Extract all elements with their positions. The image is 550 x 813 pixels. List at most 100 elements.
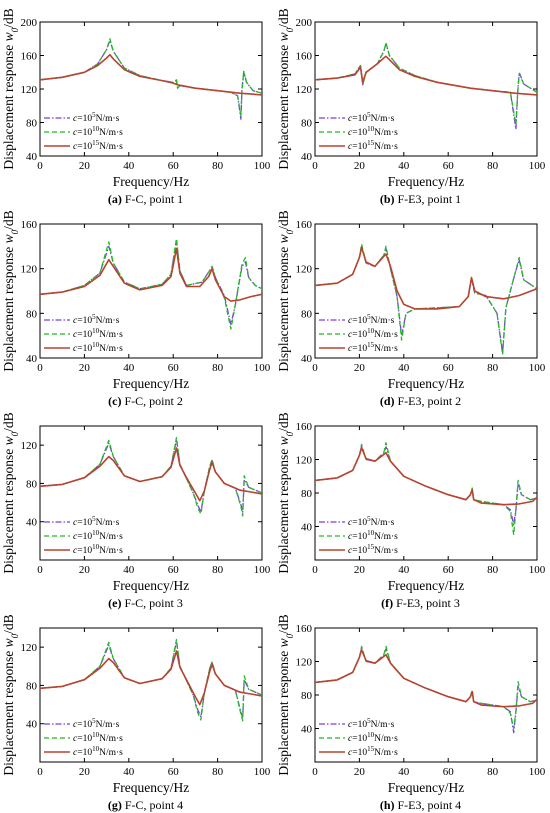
x-tick-label: 80 bbox=[212, 160, 224, 172]
y-tick-label: 120 bbox=[21, 642, 38, 654]
y-tick-label: 40 bbox=[301, 724, 313, 736]
panel-caption: (a) F-C, point 1 bbox=[8, 192, 283, 207]
legend-label: c=105N/m·s bbox=[348, 717, 395, 730]
legend-label: c=1010N/m·s bbox=[73, 125, 123, 138]
caption-text: F-E3, point 2 bbox=[397, 394, 462, 408]
x-tick-label: 20 bbox=[354, 160, 366, 172]
y-tick-label: 120 bbox=[296, 84, 313, 96]
chart-panel: 0 20 40 60 80 100 40 80 120 160 Displacement respo… bbox=[275, 404, 550, 610]
legend-label: c=1010N/m·s bbox=[348, 731, 398, 744]
chart-panel: 0 20 40 60 80 100 40 80 120 Displacement response… bbox=[0, 404, 275, 610]
x-tick-label: 100 bbox=[529, 160, 546, 172]
legend-label: c=1010N/m·s bbox=[73, 543, 123, 556]
series-line bbox=[315, 649, 537, 708]
caption-letter: (d) bbox=[379, 394, 395, 408]
y-axis-label: Displacement response w0/dB bbox=[276, 412, 295, 573]
series-line bbox=[315, 447, 537, 506]
x-tick-label: 20 bbox=[79, 362, 91, 374]
y-tick-label: 80 bbox=[26, 680, 38, 692]
x-tick-label: 60 bbox=[443, 564, 455, 576]
y-axis-label: Displacement response w0/dB bbox=[276, 8, 295, 169]
series-line bbox=[40, 447, 262, 502]
y-tick-label: 40 bbox=[26, 517, 38, 529]
legend-label: c=1010N/m·s bbox=[73, 327, 123, 340]
x-tick-label: 0 bbox=[312, 160, 318, 172]
y-tick-label: 200 bbox=[21, 17, 38, 29]
chart-panel: 0 20 40 60 80 100 40 80 120 160 Displacement respo… bbox=[275, 606, 550, 812]
y-tick-label: 160 bbox=[296, 623, 313, 635]
x-tick-label: 80 bbox=[487, 766, 499, 778]
x-tick-label: 20 bbox=[354, 564, 366, 576]
legend-label: c=105N/m·s bbox=[73, 717, 120, 730]
x-tick-label: 60 bbox=[168, 564, 180, 576]
y-tick-label: 160 bbox=[21, 51, 38, 63]
caption-text: F-C, point 2 bbox=[124, 394, 183, 408]
x-tick-label: 0 bbox=[37, 766, 43, 778]
caption-text: F-E3, point 1 bbox=[397, 192, 462, 206]
x-tick-label: 80 bbox=[212, 362, 224, 374]
y-tick-label: 80 bbox=[301, 690, 313, 702]
caption-text: F-C, point 4 bbox=[124, 798, 184, 812]
plot-frame bbox=[39, 223, 263, 359]
x-tick-label: 100 bbox=[254, 160, 271, 172]
x-axis-label: Frequency/Hz bbox=[388, 578, 464, 593]
x-tick-label: 40 bbox=[123, 766, 135, 778]
x-tick-label: 40 bbox=[398, 564, 410, 576]
x-tick-label: 40 bbox=[398, 362, 410, 374]
x-tick-label: 80 bbox=[212, 564, 224, 576]
panel-caption: (f) F-E3, point 3 bbox=[283, 596, 550, 611]
y-tick-label: 80 bbox=[26, 308, 38, 320]
caption-letter: (h) bbox=[379, 798, 395, 812]
legend-label: c=1010N/m·s bbox=[73, 745, 123, 758]
series-line bbox=[40, 438, 262, 513]
y-axis-label: Displacement response w0/dB bbox=[276, 614, 295, 775]
chart-panel: 0 20 40 60 80 100 40 80 120 160 200 Displacement re… bbox=[275, 0, 550, 206]
x-tick-label: 100 bbox=[529, 564, 546, 576]
x-axis-label: Frequency/Hz bbox=[113, 376, 189, 391]
x-tick-label: 40 bbox=[123, 564, 135, 576]
x-axis-label: Frequency/Hz bbox=[113, 174, 189, 189]
x-tick-label: 40 bbox=[398, 160, 410, 172]
series-line bbox=[315, 246, 537, 310]
chart-panel: 0 20 40 60 80 100 40 80 120 Displacement response… bbox=[0, 606, 275, 812]
legend-label: c=105N/m·s bbox=[348, 313, 395, 326]
legend-label: c=1010N/m·s bbox=[348, 529, 398, 542]
x-tick-label: 40 bbox=[398, 766, 410, 778]
y-tick-label: 80 bbox=[26, 478, 38, 490]
y-tick-label: 120 bbox=[21, 440, 38, 452]
y-tick-label: 160 bbox=[296, 51, 313, 63]
x-tick-label: 0 bbox=[37, 160, 43, 172]
x-tick-label: 20 bbox=[79, 766, 91, 778]
y-tick-label: 160 bbox=[296, 219, 313, 231]
x-tick-label: 60 bbox=[443, 766, 455, 778]
chart-panel: 0 20 40 60 80 100 40 80 120 160 Displacement respo… bbox=[275, 202, 550, 408]
panel-caption: (h) F-E3, point 4 bbox=[283, 798, 550, 813]
legend-label: c=1015N/m·s bbox=[73, 139, 123, 152]
x-tick-label: 20 bbox=[354, 766, 366, 778]
legend-label: c=105N/m·s bbox=[348, 515, 395, 528]
legend-label: c=1015N/m·s bbox=[348, 341, 398, 354]
legend-label: c=1010N/m·s bbox=[348, 327, 398, 340]
series-line bbox=[40, 638, 262, 722]
plot-frame bbox=[314, 223, 538, 359]
x-tick-label: 100 bbox=[529, 362, 546, 374]
chart-panel: 0 20 40 60 80 100 40 80 120 160 200 Displacement re… bbox=[0, 0, 275, 206]
series-line bbox=[40, 640, 262, 719]
y-axis-label: Displacement response w0/dB bbox=[1, 614, 20, 775]
caption-letter: (a) bbox=[107, 192, 122, 206]
series-line bbox=[40, 53, 262, 96]
x-tick-label: 100 bbox=[254, 362, 271, 374]
legend-label: c=1010N/m·s bbox=[348, 125, 398, 138]
series-line bbox=[40, 240, 262, 326]
legend-label: c=1010N/m·s bbox=[73, 529, 123, 542]
y-tick-label: 40 bbox=[301, 522, 313, 534]
y-tick-label: 80 bbox=[301, 308, 313, 320]
y-tick-label: 200 bbox=[296, 17, 313, 29]
legend-label: c=1010N/m·s bbox=[73, 731, 123, 744]
legend-label: c=105N/m·s bbox=[73, 313, 120, 326]
x-tick-label: 40 bbox=[123, 160, 135, 172]
